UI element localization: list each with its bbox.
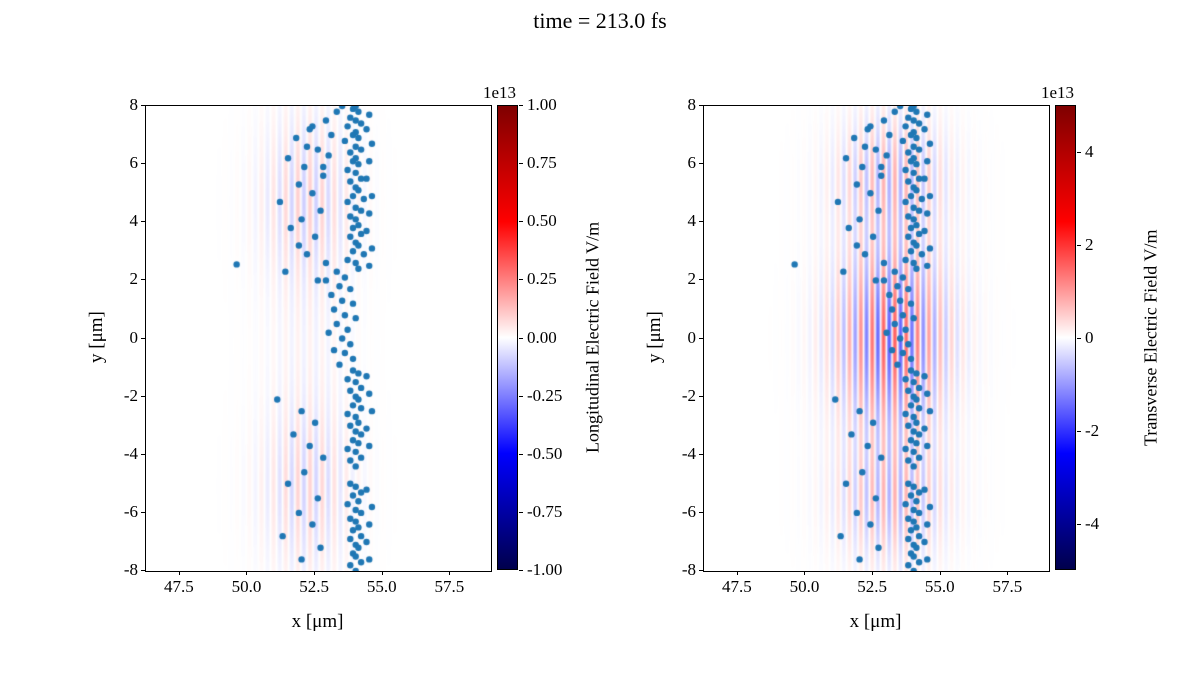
colorbar-tick-label: 0.50	[527, 211, 557, 231]
colorbar-tick-label: -0.25	[527, 385, 563, 405]
colorbar-tick-label: -4	[1085, 513, 1100, 533]
colorbar-tick-mark	[1077, 337, 1081, 339]
colorbar-tick-label: 0	[1085, 327, 1094, 347]
colorbar-tick-mark	[1077, 244, 1081, 246]
x-tick-label: 55.0	[924, 577, 955, 596]
field-scatter-canvas	[704, 106, 1049, 571]
colorbar-offset-label: 1e13	[482, 83, 516, 102]
y-axis-label: y [μm]	[86, 311, 107, 364]
colorbar-tick-mark	[519, 105, 523, 106]
x-tick-label: 55.0	[366, 577, 397, 596]
colorbar-tick-label: 0.00	[527, 327, 557, 347]
colorbar-offset-label: 1e13	[1040, 83, 1074, 102]
colorbar-tick-mark	[519, 279, 523, 281]
colorbar-tick-mark	[519, 337, 523, 339]
x-tick-label: 47.5	[163, 577, 194, 596]
colorbar-tick-mark	[519, 221, 523, 223]
x-tick-label: 47.5	[721, 577, 752, 596]
plot-area-longitudinal	[145, 105, 492, 572]
colorbar-tick-label: -1.00	[527, 560, 563, 579]
plot-area-transverse	[703, 105, 1050, 572]
x-axis-label: x [μm]	[291, 611, 344, 632]
colorbar-tick-mark	[519, 395, 523, 397]
x-tick-label: 50.0	[789, 577, 820, 596]
colorbar-tick-mark	[1077, 430, 1081, 432]
colorbar-tick-mark	[519, 453, 523, 455]
colorbar-tick-mark	[519, 570, 523, 571]
colorbar-label: Transverse Electric Field V/m	[1140, 229, 1161, 446]
colorbar-tick-label: 0.25	[527, 269, 557, 289]
colorbar-tick-label: -2	[1085, 420, 1100, 440]
x-tick-label: 57.5	[434, 577, 465, 596]
x-tick-label: 52.5	[299, 577, 329, 596]
colorbar-tick-label: 2	[1085, 234, 1094, 254]
colorbar-tick-label: -0.50	[527, 443, 563, 463]
x-tick-label: 52.5	[857, 577, 887, 596]
colorbar-transverse	[1055, 105, 1076, 570]
x-tick-label: 50.0	[231, 577, 262, 596]
colorbar-tick-label: 4	[1085, 141, 1094, 161]
field-scatter-canvas	[146, 106, 491, 571]
colorbar-tick-mark	[519, 163, 523, 165]
colorbar-tick-mark	[519, 511, 523, 513]
colorbar-longitudinal	[497, 105, 518, 570]
colorbar-tick-label: -0.75	[527, 501, 563, 521]
colorbar-tick-mark	[1077, 151, 1081, 153]
colorbar-label: Longitudinal Electric Field V/m	[582, 221, 603, 454]
y-axis-label: y [μm]	[644, 311, 665, 364]
subplot-longitudinal-field: y [μm] 47.5 50.0 52.5 55.0 57.5 8 6 4 2 0 -2 -4 -6-…	[60, 83, 642, 660]
x-tick-label: 57.5	[992, 577, 1023, 596]
colorbar-tick-mark	[1077, 523, 1081, 525]
subplot-transverse-field: y [μm] 47.5 50.0 52.5 55.0 57.5 8 6 4 2 0 -2 -4 -6-…	[618, 83, 1200, 660]
figure-title: time = 213.0 fs	[533, 8, 667, 33]
colorbar-tick-label: 1.00	[527, 95, 557, 114]
x-axis-label: x [μm]	[849, 611, 902, 632]
colorbar-tick-label: 0.75	[527, 153, 557, 173]
